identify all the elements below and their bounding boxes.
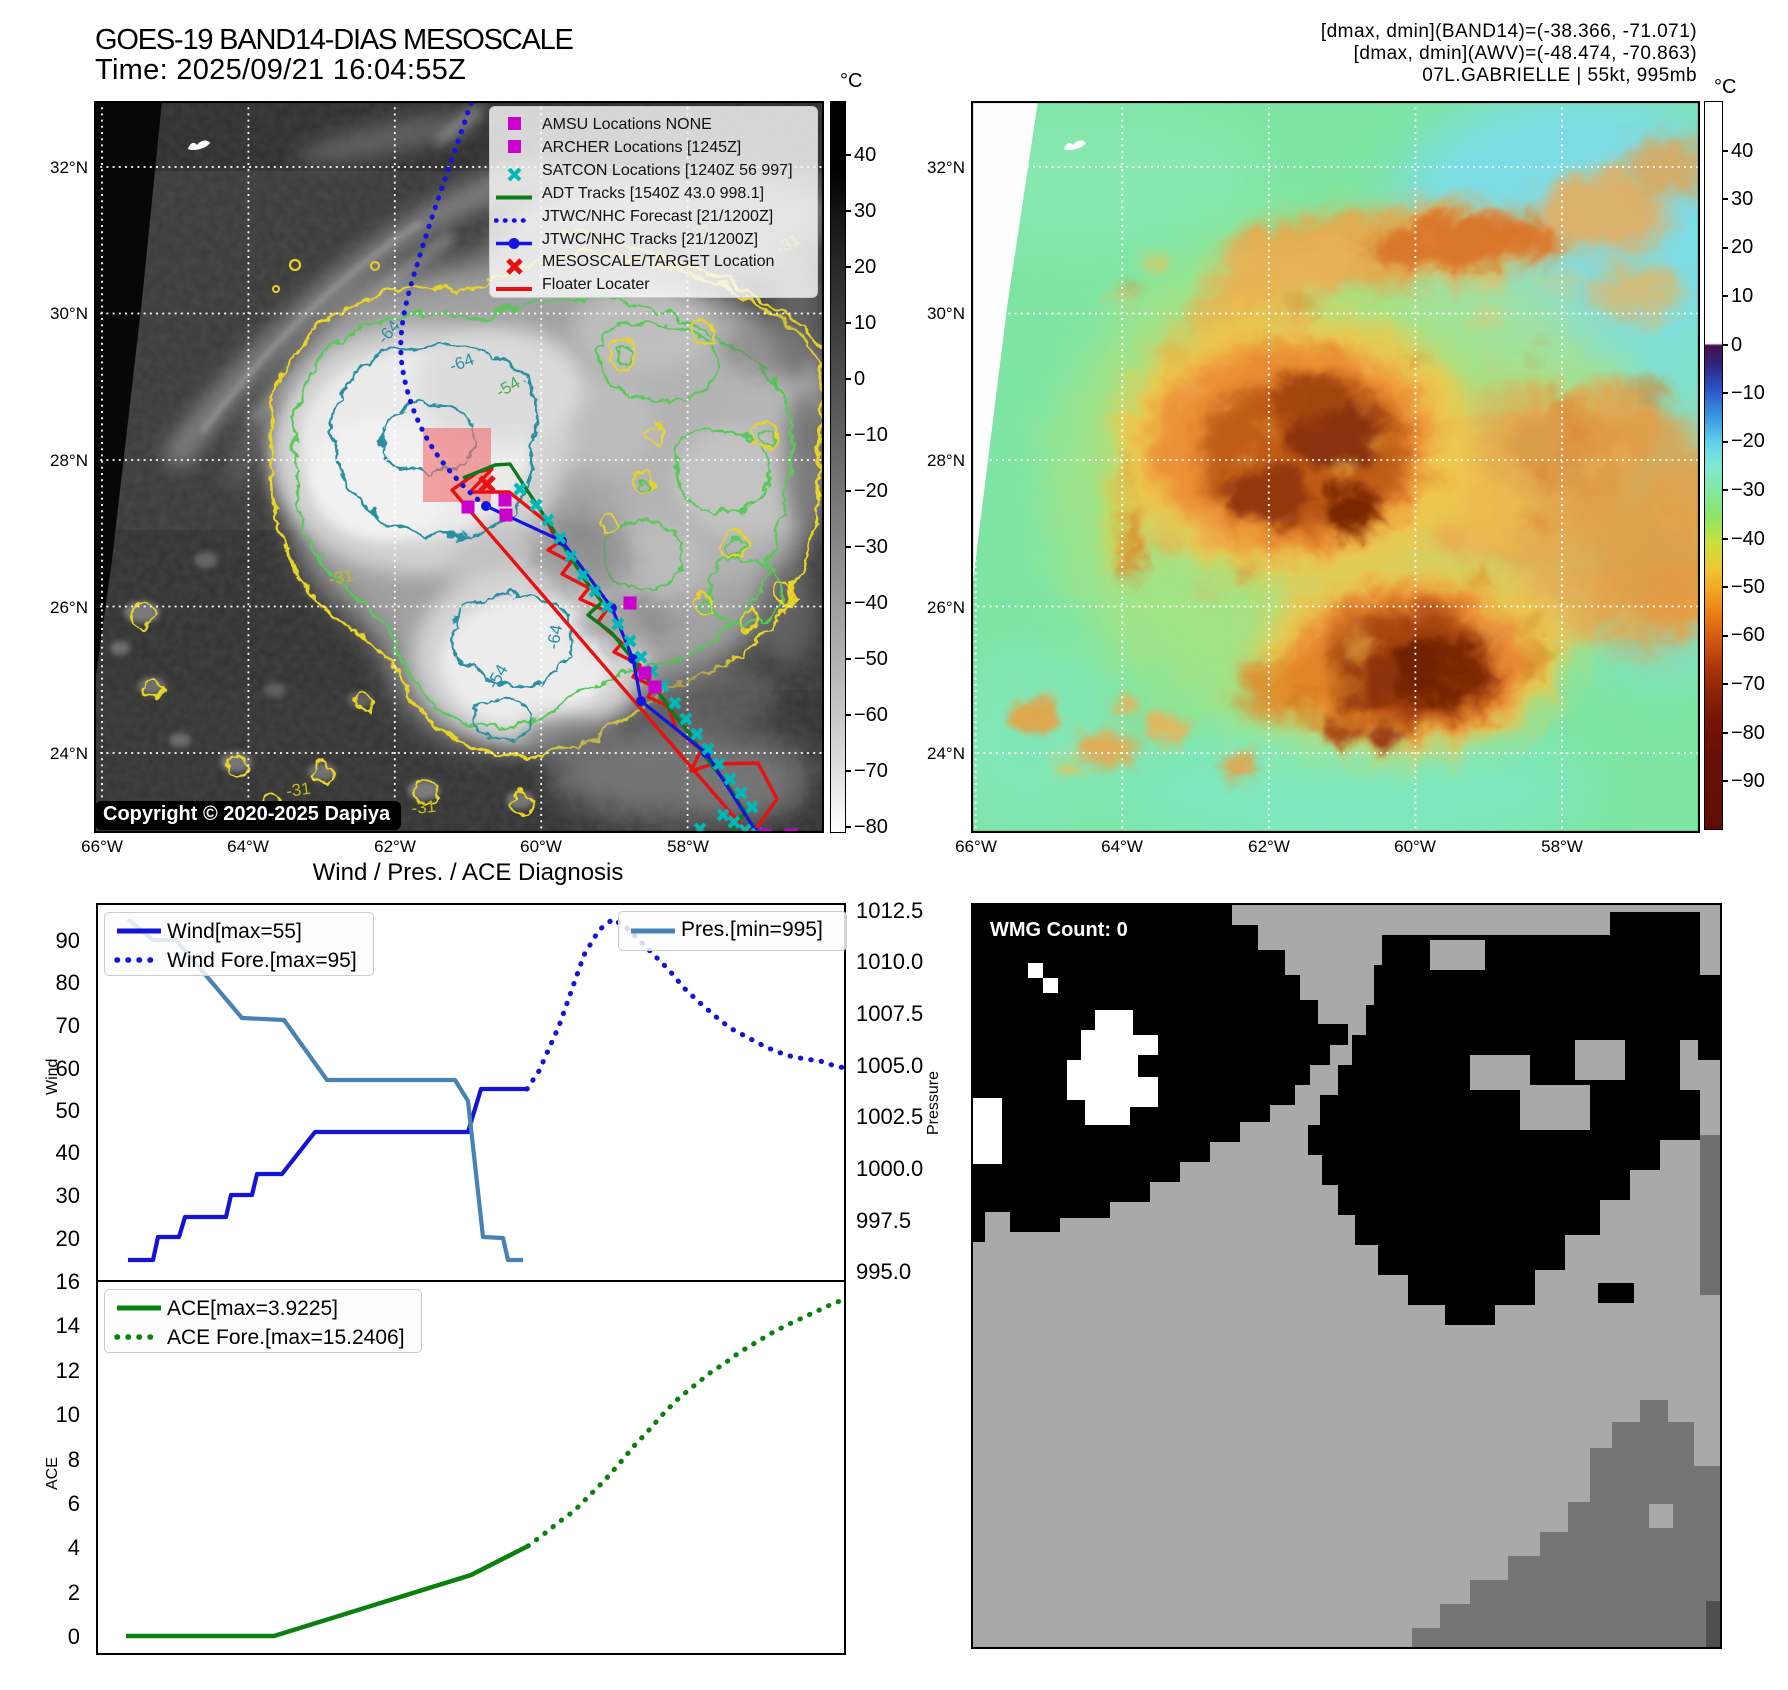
svg-text:-31: -31	[411, 797, 437, 818]
svg-text:-64: -64	[543, 623, 566, 651]
svg-text:-31: -31	[327, 566, 355, 589]
svg-text:-31: -31	[285, 779, 312, 801]
